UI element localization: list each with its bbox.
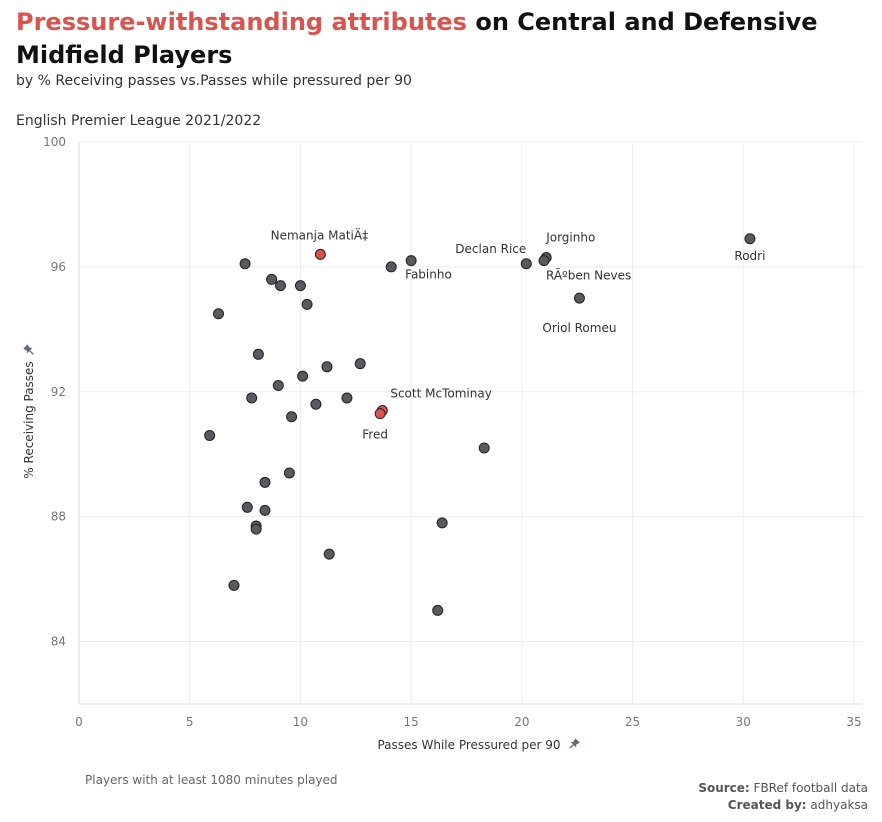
point-label: Rodri	[734, 249, 765, 263]
data-point	[286, 411, 298, 423]
data-point	[538, 255, 550, 267]
data-point	[341, 392, 353, 404]
data-point	[250, 523, 262, 535]
data-point	[275, 280, 286, 292]
data-point	[310, 398, 322, 410]
data-point	[239, 258, 251, 270]
created-label: Created by:	[727, 798, 807, 812]
point-label: Fabinho	[405, 268, 452, 282]
point-label: Jorginho	[545, 231, 595, 245]
y-tick-label: 84	[51, 635, 66, 649]
data-point	[228, 579, 240, 591]
data-point	[436, 517, 448, 529]
x-tick-label: 35	[846, 715, 861, 729]
league-label: English Premier League 2021/2022	[16, 113, 262, 129]
data-point	[272, 380, 284, 392]
data-point	[266, 273, 278, 285]
source-line: Source: FBRef football data	[698, 780, 868, 797]
created-value: adhyaksa	[806, 798, 868, 812]
x-tick-label: 25	[625, 715, 640, 729]
x-axis-label: Passes While Pressured per 90	[377, 738, 560, 752]
source-value: FBRef football data	[749, 781, 868, 795]
data-point	[213, 308, 224, 320]
data-point	[204, 429, 216, 441]
x-tick-label: 10	[293, 715, 308, 729]
data-point	[283, 467, 295, 479]
data-point	[432, 604, 444, 616]
point-label: Scott McTominay	[390, 387, 491, 401]
data-point	[259, 504, 271, 516]
data-point	[374, 408, 386, 420]
data-point	[241, 501, 253, 513]
created-line: Created by: adhyaksa	[698, 797, 868, 814]
data-point	[314, 248, 326, 260]
y-tick-label: 96	[51, 260, 66, 274]
data-point	[294, 280, 306, 292]
data-point	[478, 442, 490, 454]
x-tick-label: 5	[186, 715, 194, 729]
title-rest: on Central and Defensive Midfield Player…	[16, 8, 818, 69]
chart-title: Pressure-withstanding attributes on Cent…	[16, 6, 866, 72]
chart-subtitle: by % Receiving passes vs.Passes while pr…	[16, 73, 412, 89]
x-tick-label: 15	[404, 715, 419, 729]
data-point	[301, 298, 313, 310]
y-tick-label: 88	[51, 510, 66, 524]
data-point	[520, 258, 532, 270]
point-label: Declan Rice	[455, 242, 526, 256]
data-point	[297, 370, 309, 382]
pin-icon	[569, 738, 580, 749]
y-axis-label: % Receiving Passes	[22, 361, 36, 478]
data-point	[744, 233, 756, 245]
source-label: Source:	[698, 781, 750, 795]
data-point	[259, 476, 271, 488]
x-tick-label: 20	[514, 715, 529, 729]
data-point	[246, 392, 258, 404]
pin-icon	[23, 344, 34, 355]
title-highlight: Pressure-withstanding attributes	[16, 8, 467, 36]
data-point	[573, 292, 585, 304]
data-point	[354, 358, 366, 370]
y-tick-label: 100	[43, 135, 66, 149]
data-point	[321, 361, 333, 373]
data-point	[405, 255, 417, 267]
point-label: Nemanja MatiÄ‡	[271, 227, 368, 242]
y-tick-label: 92	[51, 385, 66, 399]
data-point	[323, 548, 335, 560]
data-point	[252, 348, 264, 360]
source-credit: Source: FBRef football data Created by: …	[698, 780, 868, 814]
point-label: Oriol Romeu	[542, 321, 616, 335]
footnote: Players with at least 1080 minutes playe…	[85, 773, 338, 787]
x-tick-label: 0	[75, 715, 83, 729]
data-point	[385, 261, 397, 273]
point-label: RÃºben Neves	[546, 268, 631, 283]
point-label: Fred	[362, 428, 388, 442]
x-tick-label: 30	[736, 715, 751, 729]
